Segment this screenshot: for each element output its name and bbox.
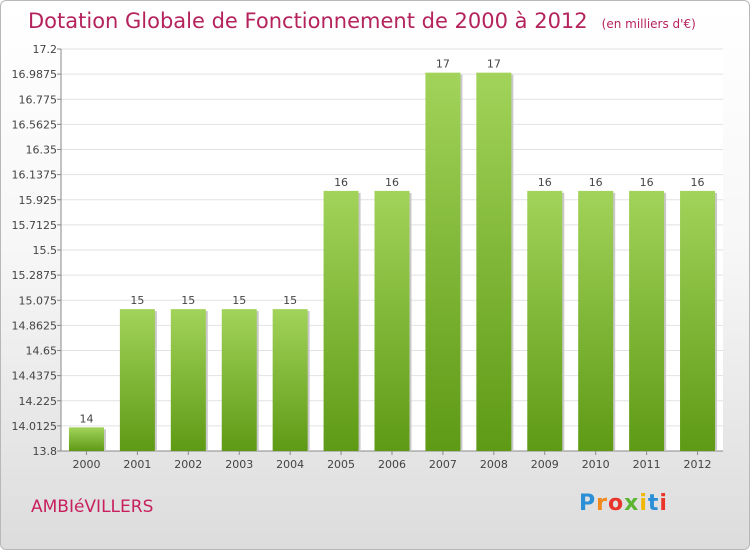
data-label: 14 bbox=[79, 412, 93, 425]
x-tick-label: 2008 bbox=[480, 458, 508, 471]
data-label: 16 bbox=[691, 176, 705, 189]
data-label: 16 bbox=[334, 176, 348, 189]
y-tick-label: 15.7125 bbox=[12, 219, 58, 232]
data-label: 17 bbox=[436, 58, 450, 71]
y-tick-label: 16.9875 bbox=[12, 68, 58, 81]
x-tick-label: 2004 bbox=[276, 458, 304, 471]
bar bbox=[476, 72, 512, 451]
bar bbox=[425, 72, 461, 451]
title-text: Dotation Globale de Fonctionnement de 20… bbox=[28, 9, 588, 33]
y-tick-label: 14.225 bbox=[19, 395, 58, 408]
data-label: 16 bbox=[538, 176, 552, 189]
y-tick-label: 16.5625 bbox=[12, 118, 58, 131]
commune-name: AMBIéVILLERS bbox=[31, 497, 154, 517]
x-tick-label: 2012 bbox=[684, 458, 712, 471]
logo-letter: x bbox=[624, 491, 640, 516]
bar bbox=[578, 190, 614, 451]
bar bbox=[323, 190, 359, 451]
bar bbox=[170, 309, 206, 451]
logo-letter: P bbox=[579, 491, 597, 516]
bar bbox=[272, 309, 308, 451]
y-tick-label: 17.2 bbox=[33, 43, 58, 56]
y-tick-label: 16.35 bbox=[26, 144, 58, 157]
y-tick-label: 13.8 bbox=[33, 445, 58, 458]
data-label: 17 bbox=[487, 58, 501, 71]
bar bbox=[629, 190, 665, 451]
y-tick-label: 14.4375 bbox=[12, 370, 58, 383]
proxiti-logo: Proxiti bbox=[579, 491, 668, 516]
logo-letter: r bbox=[596, 491, 608, 516]
y-tick-label: 15.2875 bbox=[12, 269, 58, 282]
x-tick-label: 2011 bbox=[633, 458, 661, 471]
chart-title: Dotation Globale de Fonctionnement de 20… bbox=[28, 9, 696, 33]
y-tick-label: 14.8625 bbox=[12, 319, 58, 332]
bar bbox=[527, 190, 563, 451]
x-tick-label: 2009 bbox=[531, 458, 559, 471]
data-label: 15 bbox=[232, 294, 246, 307]
y-tick-label: 14.0125 bbox=[12, 420, 58, 433]
chart-subtitle: (en milliers d'€) bbox=[601, 17, 696, 31]
bar bbox=[68, 427, 104, 451]
data-label: 16 bbox=[589, 176, 603, 189]
x-tick-label: 2006 bbox=[378, 458, 406, 471]
bar bbox=[680, 190, 716, 451]
data-label: 16 bbox=[640, 176, 654, 189]
x-tick-label: 2001 bbox=[123, 458, 151, 471]
y-tick-label: 15.5 bbox=[33, 244, 58, 257]
bar bbox=[221, 309, 257, 451]
bar bbox=[119, 309, 155, 451]
logo-letter: o bbox=[607, 491, 625, 516]
logo-letter: t bbox=[647, 491, 660, 516]
logo-letter: i bbox=[639, 491, 648, 516]
y-tick-label: 15.925 bbox=[19, 194, 58, 207]
x-tick-label: 2010 bbox=[582, 458, 610, 471]
y-tick-label: 16.775 bbox=[19, 93, 58, 106]
data-label: 15 bbox=[283, 294, 297, 307]
y-tick-label: 16.1375 bbox=[12, 169, 58, 182]
bar bbox=[374, 190, 410, 451]
data-label: 15 bbox=[181, 294, 195, 307]
x-tick-label: 2002 bbox=[174, 458, 202, 471]
y-tick-label: 15.075 bbox=[19, 294, 58, 307]
x-tick-label: 2000 bbox=[72, 458, 100, 471]
data-label: 16 bbox=[385, 176, 399, 189]
x-tick-label: 2005 bbox=[327, 458, 355, 471]
data-label: 15 bbox=[130, 294, 144, 307]
x-tick-label: 2007 bbox=[429, 458, 457, 471]
x-tick-label: 2003 bbox=[225, 458, 253, 471]
y-tick-label: 14.65 bbox=[26, 345, 58, 358]
logo-letter: i bbox=[659, 491, 668, 516]
